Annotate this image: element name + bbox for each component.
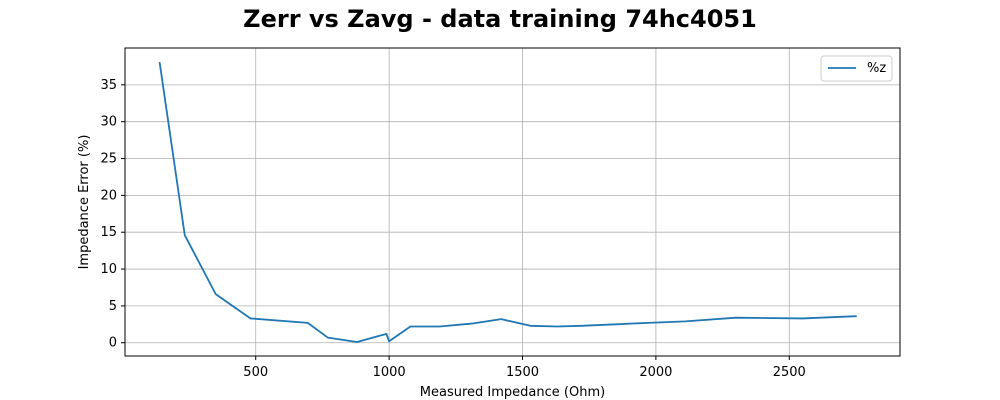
y-axis-ticks: 0 5 10 15 20 25 30 35 — [100, 78, 125, 351]
x-axis-ticks: 500 1000 1500 2000 2500 — [243, 356, 806, 380]
y-tick-label-1: 5 — [109, 299, 117, 314]
y-tick-label-3: 15 — [100, 225, 117, 240]
legend: %z — [820, 55, 893, 82]
x-tick-label-3: 2000 — [639, 365, 672, 380]
grid-lines — [125, 48, 900, 356]
y-tick-label-2: 10 — [100, 262, 117, 277]
y-axis-label: Impedance Error (%) — [77, 135, 92, 270]
y-tick-label-4: 20 — [100, 188, 117, 203]
chart-title: Zerr vs Zavg - data training 74hc4051 — [243, 5, 757, 33]
y-tick-label-5: 25 — [100, 152, 117, 167]
series-layer — [158, 61, 857, 343]
y-tick-label-6: 30 — [100, 115, 117, 130]
y-tick-label-7: 35 — [100, 78, 117, 93]
x-axis-label: Measured Impedance (Ohm) — [420, 385, 605, 400]
legend-entry-label: %z — [867, 61, 886, 76]
plot-frame — [124, 47, 901, 357]
x-tick-label-0: 500 — [243, 365, 268, 380]
legend-box — [820, 55, 893, 82]
x-tick-label-2: 1500 — [506, 365, 539, 380]
y-tick-label-0: 0 — [109, 336, 117, 351]
x-tick-label-1: 1000 — [373, 365, 406, 380]
x-tick-label-4: 2500 — [773, 365, 806, 380]
series-line-0 — [158, 61, 857, 343]
